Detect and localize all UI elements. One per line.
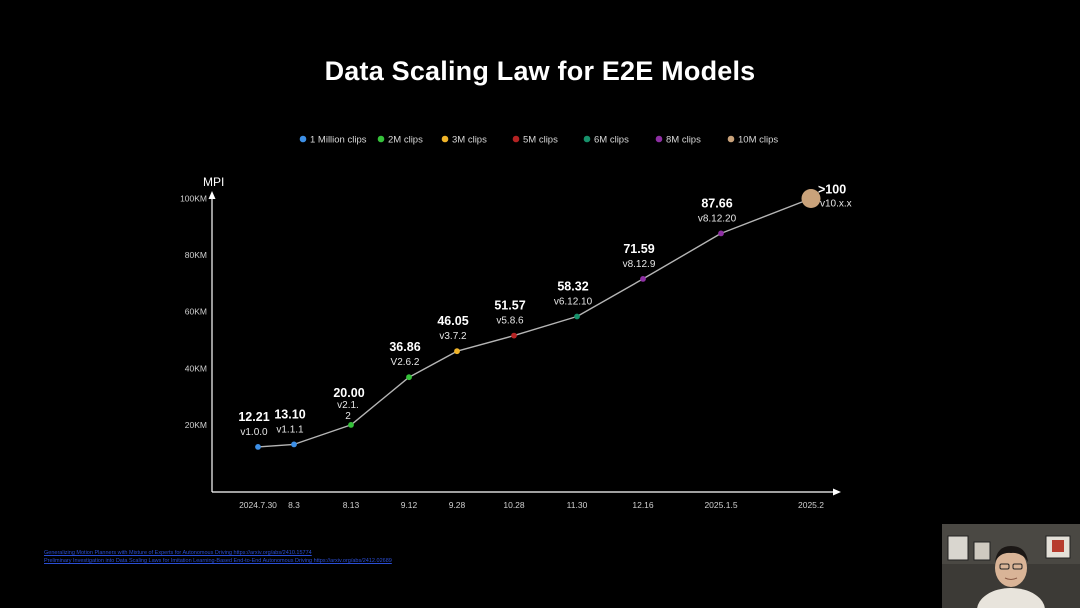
x-tick-label: 11.30 [567,500,588,510]
legend-marker [583,135,591,143]
x-tick-label: 2024.7.30 [239,500,277,510]
y-tick-labels: 20KM 40KM 60KM 80KM 100KM [180,194,207,430]
series-line [257,197,812,448]
legend-label: 8M clips [666,135,701,146]
x-tick-label: 2025.1.5 [704,500,737,510]
presenter-webcam [942,524,1080,608]
data-point [511,332,517,339]
reference-links: Generalizing Motion Planners with Mixtur… [44,549,392,565]
data-point [406,374,412,381]
x-tick-label: 9.12 [401,500,418,510]
data-point [348,422,354,428]
legend-label: 5M clips [523,135,558,146]
data-version-label: v8.12.9 [623,259,656,270]
legend-label: 2M clips [388,135,423,146]
data-version-label: v10.x.x [820,199,852,210]
data-value-label: 58.32 [557,279,588,293]
reference-link-1[interactable]: Generalizing Motion Planners with Mixtur… [44,550,312,556]
x-axis-arrow [833,488,841,496]
data-point [718,230,724,237]
x-tick-labels: 2024.7.30 8.3 8.13 9.12 9.28 10.28 11.30 12.16 2… [239,500,824,510]
data-value-label: >100 [818,183,846,197]
x-tick-label: 8.3 [288,500,300,510]
data-value-label: 20.00 [333,386,364,400]
x-tick-label: 2025.2 [798,500,824,510]
legend-label: 6M clips [594,135,629,146]
data-point [255,444,261,450]
data-version-label: v2.1. 2 [337,400,359,422]
legend-label: 3M clips [452,135,487,146]
data-value-label: 36.86 [389,340,420,354]
x-tick-label: 12.16 [632,500,654,510]
x-tick-label: 9.28 [449,500,466,510]
y-tick-label: 60KM [185,307,207,317]
data-value-label: 71.59 [623,242,654,256]
data-value-label: 87.66 [701,196,732,210]
legend-marker [655,135,663,143]
y-tick-label: 40KM [185,363,207,373]
data-version-label: v6.12.10 [554,296,593,307]
data-version-label: v3.7.2 [439,331,467,342]
chart-axes: MPI [203,175,841,496]
y-axis-label: MPI [203,175,224,189]
data-point [574,313,580,320]
legend-marker [299,135,307,143]
chart-legend: 1 Million clips 2M clips 3M clips 5M clips 6… [299,135,778,146]
y-axis-arrow [208,191,216,199]
legend-marker [727,135,735,143]
legend-marker [441,135,449,143]
legend-label: 1 Million clips [310,135,367,146]
legend-marker [377,135,385,143]
slide-title: Data Scaling Law for E2E Models [324,56,756,86]
data-point [801,189,821,208]
data-version-label: v1.1.1 [276,424,304,435]
y-tick-label: 20KM [185,420,207,430]
data-point [291,441,297,448]
x-tick-label: 10.28 [503,500,525,510]
y-tick-label: 100KM [180,194,207,204]
legend-label: 10M clips [738,135,778,146]
y-tick-label: 80KM [185,250,207,260]
data-version-label: v1.0.0 [240,427,268,438]
x-tick-label: 8.13 [343,500,360,510]
data-points [255,189,821,450]
data-value-label: 51.57 [494,299,525,313]
data-version-label: V2.6.2 [391,357,420,368]
data-point [454,348,460,355]
data-version-label: v8.12.20 [698,213,737,224]
reference-link-2[interactable]: Preliminary Investigation into Data Scal… [44,558,392,564]
data-version-label: v5.8.6 [496,316,524,327]
legend-marker [512,135,520,143]
data-value-label: 46.05 [437,314,468,328]
data-value-label: 12.21 [238,410,269,424]
data-value-label: 13.10 [274,407,305,421]
data-point [640,276,646,282]
